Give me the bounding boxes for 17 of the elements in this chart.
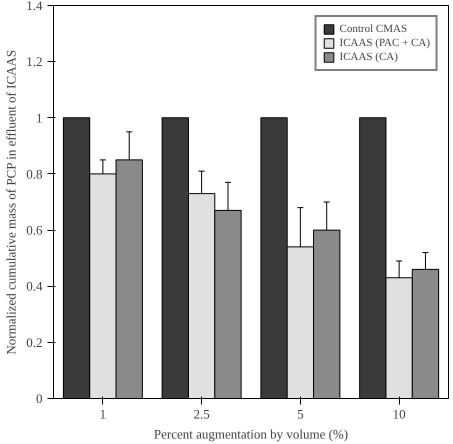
x-tick-label: 1 [100, 406, 106, 422]
y-tick-label: 1.2 [26, 54, 42, 70]
y-tick-label: 0 [36, 391, 42, 406]
legend-label: ICAAS (CA) [340, 51, 398, 63]
x-tick-label: 10 [392, 406, 406, 422]
y-tick-label: 0.6 [26, 222, 43, 238]
y-tick-label: 1.4 [26, 0, 43, 13]
legend-label: ICAAS (PAC + CA) [340, 37, 430, 49]
x-axis-title: Percent augmentation by volume (%) [154, 426, 348, 442]
y-tick-label: 0.8 [26, 166, 42, 182]
y-tick-label: 0.2 [26, 334, 42, 350]
legend-label: Control CMAS [340, 23, 408, 35]
x-tick-label: 2.5 [194, 406, 210, 422]
y-axis-title: Normalized cumulative mass of PCP in effluent of ICAAS [3, 50, 18, 355]
y-tick-label: 0.4 [26, 278, 43, 294]
y-tick-label: 1 [36, 110, 42, 126]
x-tick-label: 5 [297, 406, 304, 422]
